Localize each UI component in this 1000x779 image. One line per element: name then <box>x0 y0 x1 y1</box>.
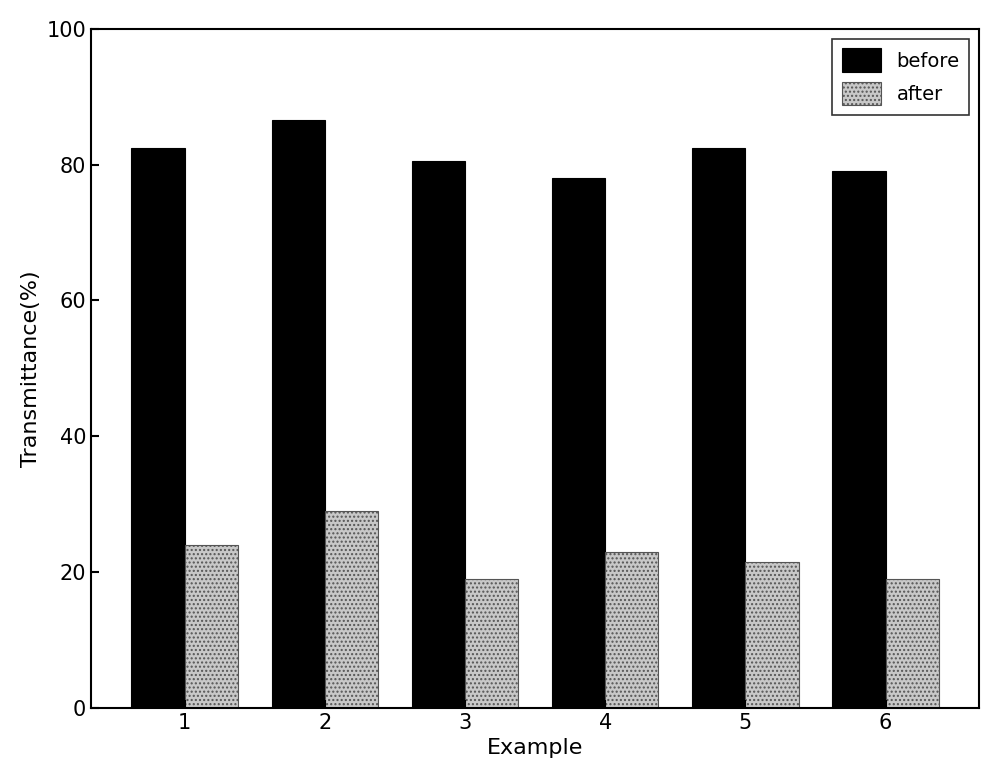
X-axis label: Example: Example <box>487 738 583 758</box>
Bar <box>465 579 518 708</box>
Bar <box>185 545 238 708</box>
Legend: before, after: before, after <box>832 38 969 115</box>
Bar <box>272 121 325 708</box>
Bar <box>692 148 745 708</box>
Bar <box>412 161 465 708</box>
Y-axis label: Transmittance(%): Transmittance(%) <box>21 270 41 467</box>
Bar <box>605 552 658 708</box>
Bar <box>886 579 939 708</box>
Bar <box>325 511 378 708</box>
Bar <box>131 148 185 708</box>
Bar <box>552 178 605 708</box>
Bar <box>832 171 886 708</box>
Bar <box>745 562 799 708</box>
